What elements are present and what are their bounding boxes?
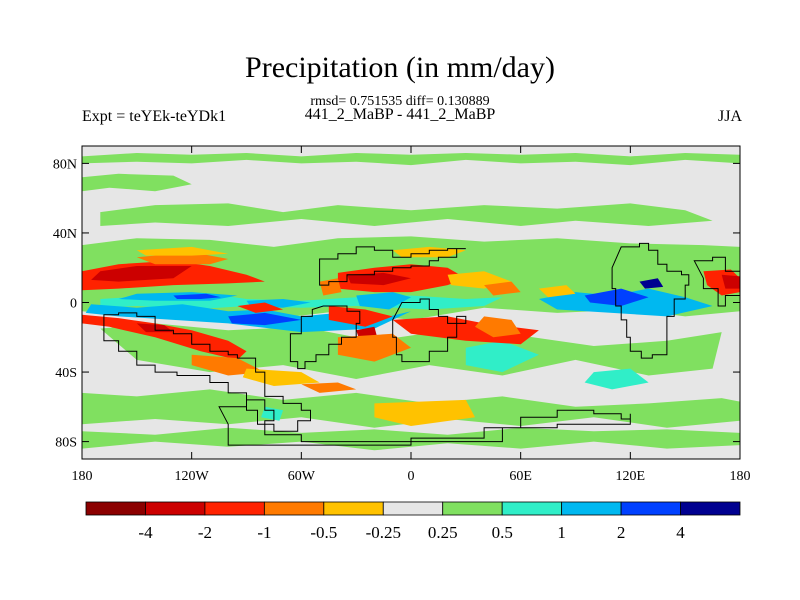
colorbar-swatch xyxy=(620,501,681,516)
coastline-south-america-mid xyxy=(289,305,361,370)
lat-tick-label: 80S xyxy=(55,436,77,451)
colorbar-swatch xyxy=(323,501,384,516)
contour-so-orange xyxy=(301,382,357,393)
colorbar-label: 4 xyxy=(676,523,685,542)
lon-tick-label: 180 xyxy=(730,469,751,484)
lon-tick-label: 60E xyxy=(509,469,532,484)
colorbar-swatch xyxy=(263,501,325,516)
rmsd-diff-stats: rmsd= 0.751535 diff= 0.130889 xyxy=(310,94,490,109)
contour-wpac-dark-blue xyxy=(639,278,664,289)
lon-tick-label: 180 xyxy=(72,469,93,484)
season-label: JJA xyxy=(717,108,742,125)
colorbar-swatch xyxy=(680,501,741,516)
contour-atl-orange-south xyxy=(337,333,411,362)
contour-spac-red-band xyxy=(82,314,247,360)
coastline-americas xyxy=(103,312,311,432)
contour-atl-dark-red xyxy=(347,272,411,286)
coastlines xyxy=(103,242,740,446)
contour-atl-red-south-2 xyxy=(392,316,539,345)
coastline-australia-asia xyxy=(611,242,690,359)
colorbar-label: -0.5 xyxy=(310,523,337,542)
lon-tick-label: 120E xyxy=(616,469,646,484)
colorbar-label: -0.25 xyxy=(366,523,401,542)
colorbar-label: 0.25 xyxy=(428,523,458,542)
colorbar: -4 -2 -1 -0.5 -0.25 0.25 0.5 1 2 4 xyxy=(85,501,741,542)
contour-spac-yellow xyxy=(242,368,320,386)
contour-npac-orange xyxy=(136,252,229,265)
colorbar-label: -2 xyxy=(198,523,212,542)
contour-atl-red-south xyxy=(328,306,393,327)
colorbar-label: 1 xyxy=(557,523,566,542)
lon-tick-label: 120W xyxy=(175,469,210,484)
colorbar-label: 2 xyxy=(617,523,626,542)
lon-tick-label: 60W xyxy=(288,469,316,484)
contour-cyan-1 xyxy=(465,340,539,373)
colorbar-swatch xyxy=(561,501,622,516)
colorbar-label: -4 xyxy=(138,523,153,542)
contour-epac-red xyxy=(237,302,284,313)
colorbar-swatch xyxy=(501,501,563,516)
lat-tick-label: 40N xyxy=(53,227,77,242)
contour-africa-blue xyxy=(356,292,411,310)
contour-wpac-dark xyxy=(721,274,740,289)
colorbar-swatch xyxy=(85,501,146,516)
lat-tick-label: 0 xyxy=(70,297,77,312)
colorbar-label: -1 xyxy=(257,523,271,542)
contour-indian-yellow xyxy=(538,285,576,298)
contour-npac-yellow xyxy=(136,246,229,256)
contour-npac-green-1 xyxy=(82,173,192,192)
coastline-pacific-east xyxy=(693,256,740,307)
lat-tick-label: 40S xyxy=(55,366,77,381)
colorbar-swatch xyxy=(145,501,206,516)
contour-sp-blue-core xyxy=(228,312,302,326)
contour-so-yellow-2 xyxy=(374,399,475,426)
contour-npac-red-core xyxy=(91,266,192,282)
contour-cyan-2 xyxy=(584,368,649,390)
contour-indian-blue-core xyxy=(584,288,649,306)
case-comparison-label: 441_2_MaBP - 441_2_MaBP xyxy=(304,106,496,123)
colorbar-swatch xyxy=(382,501,444,516)
contour-indian-orange xyxy=(484,281,521,296)
coastline-antarctica xyxy=(218,399,631,446)
chart-title: Precipitation (in mm/day) xyxy=(245,51,555,84)
contour-africa-orange xyxy=(475,316,521,338)
lat-tick-label: 80N xyxy=(53,157,77,172)
coastline-africa xyxy=(319,246,466,286)
experiment-label: Expt = teYEk-teYDk1 xyxy=(82,108,227,125)
colorbar-label: 0.5 xyxy=(492,523,513,542)
axis-ticks: 80N 40N 0 40S 80S 180 120W 60W 0 60E 120E 180 xyxy=(53,146,751,484)
lon-tick-label: 0 xyxy=(408,469,415,484)
contour-nh-midlat-green xyxy=(100,203,713,226)
contour-arctic-band xyxy=(82,153,740,166)
colorbar-swatch xyxy=(204,501,265,516)
coastline-africa-south xyxy=(392,298,467,363)
contour-atl-orange xyxy=(319,278,342,296)
colorbar-swatch xyxy=(442,501,503,516)
contour-np-blue-3 xyxy=(173,293,221,299)
